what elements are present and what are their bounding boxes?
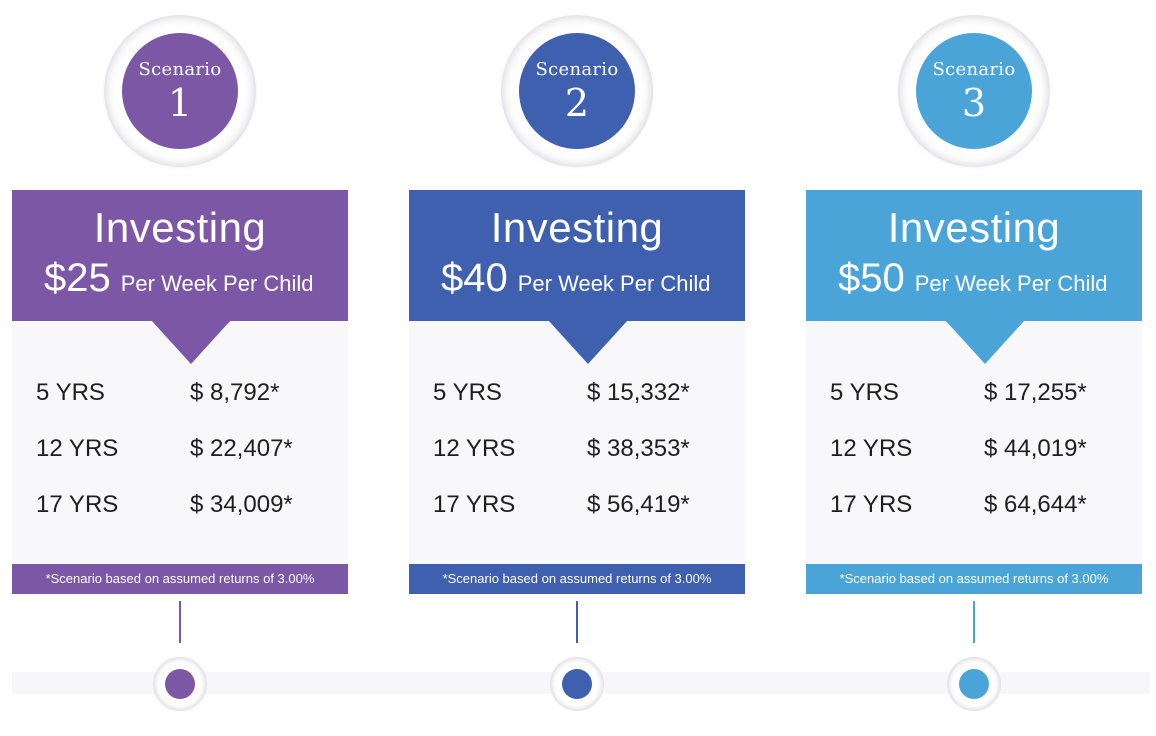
scenario-badge-fill: Scenario 1 (122, 33, 238, 149)
badge-number: 2 (564, 81, 590, 125)
row-years: 5 YRS (433, 379, 502, 406)
card-title: Investing (490, 204, 664, 251)
row-value: $ 44,019* (984, 435, 1087, 462)
row-value: $ 56,419* (587, 491, 690, 518)
row-years: 5 YRS (36, 379, 105, 406)
timeline-node (154, 658, 206, 710)
card-title: Investing (93, 204, 267, 251)
projection-table: 5 YRS $ 8,792* 12 YRS $ 22,407* 17 YRS $… (12, 321, 348, 566)
footnote: *Scenario based on assumed returns of 3.… (12, 564, 348, 594)
connector-line (973, 601, 975, 643)
scenario-badge-fill: Scenario 2 (519, 33, 635, 149)
weekly-amount: $50 (838, 256, 905, 300)
header-pointer (151, 320, 231, 364)
row-years: 5 YRS (830, 379, 899, 406)
card-subtitle: $25 Per Week Per Child (44, 256, 314, 301)
row-value: $ 34,009* (190, 491, 293, 518)
row-value: $ 17,255* (984, 379, 1087, 406)
scenario-card-3: Scenario 3 Investing $50 Per Week Per Chi… (806, 0, 1142, 736)
card-subtitle: $50 Per Week Per Child (838, 256, 1108, 301)
row-value: $ 15,332* (587, 379, 690, 406)
scenario-badge: Scenario 1 (105, 16, 255, 166)
row-value: $ 38,353* (587, 435, 690, 462)
connector-line (179, 601, 181, 643)
card-header: Investing $40 Per Week Per Child (409, 190, 745, 321)
badge-word: Scenario (932, 59, 1016, 80)
period-label: Per Week Per Child (914, 271, 1108, 296)
header-pointer (548, 320, 628, 364)
row-years: 12 YRS (36, 435, 119, 462)
card-header: Investing $25 Per Week Per Child (12, 190, 348, 321)
row-years: 17 YRS (36, 491, 119, 518)
timeline-dot (165, 669, 195, 699)
timeline-dot (959, 669, 989, 699)
card-subtitle: $40 Per Week Per Child (441, 256, 711, 301)
timeline-dot (562, 669, 592, 699)
badge-word: Scenario (138, 59, 222, 80)
timeline-node (551, 658, 603, 710)
row-years: 12 YRS (433, 435, 516, 462)
row-years: 17 YRS (433, 491, 516, 518)
weekly-amount: $25 (44, 256, 111, 300)
badge-number: 3 (961, 81, 987, 125)
row-years: 12 YRS (830, 435, 913, 462)
row-value: $ 8,792* (190, 379, 280, 406)
row-years: 17 YRS (830, 491, 913, 518)
footnote: *Scenario based on assumed returns of 3.… (409, 564, 745, 594)
scenario-badge: Scenario 3 (899, 16, 1049, 166)
card-title: Investing (887, 204, 1061, 251)
card-header: Investing $50 Per Week Per Child (806, 190, 1142, 321)
badge-word: Scenario (535, 59, 619, 80)
scenario-card-1: Scenario 1 Investing $25 Per Week Per Chi… (12, 0, 348, 736)
projection-table: 5 YRS $ 15,332* 12 YRS $ 38,353* 17 YRS … (409, 321, 745, 566)
connector-line (576, 601, 578, 643)
scenario-badge: Scenario 2 (502, 16, 652, 166)
row-value: $ 22,407* (190, 435, 293, 462)
weekly-amount: $40 (441, 256, 508, 300)
scenario-badge-fill: Scenario 3 (916, 33, 1032, 149)
footnote: *Scenario based on assumed returns of 3.… (806, 564, 1142, 594)
row-value: $ 64,644* (984, 491, 1087, 518)
scenario-card-2: Scenario 2 Investing $40 Per Week Per Chi… (409, 0, 745, 736)
period-label: Per Week Per Child (517, 271, 711, 296)
header-pointer (945, 320, 1025, 364)
period-label: Per Week Per Child (120, 271, 314, 296)
timeline-node (948, 658, 1000, 710)
badge-number: 1 (167, 81, 193, 125)
